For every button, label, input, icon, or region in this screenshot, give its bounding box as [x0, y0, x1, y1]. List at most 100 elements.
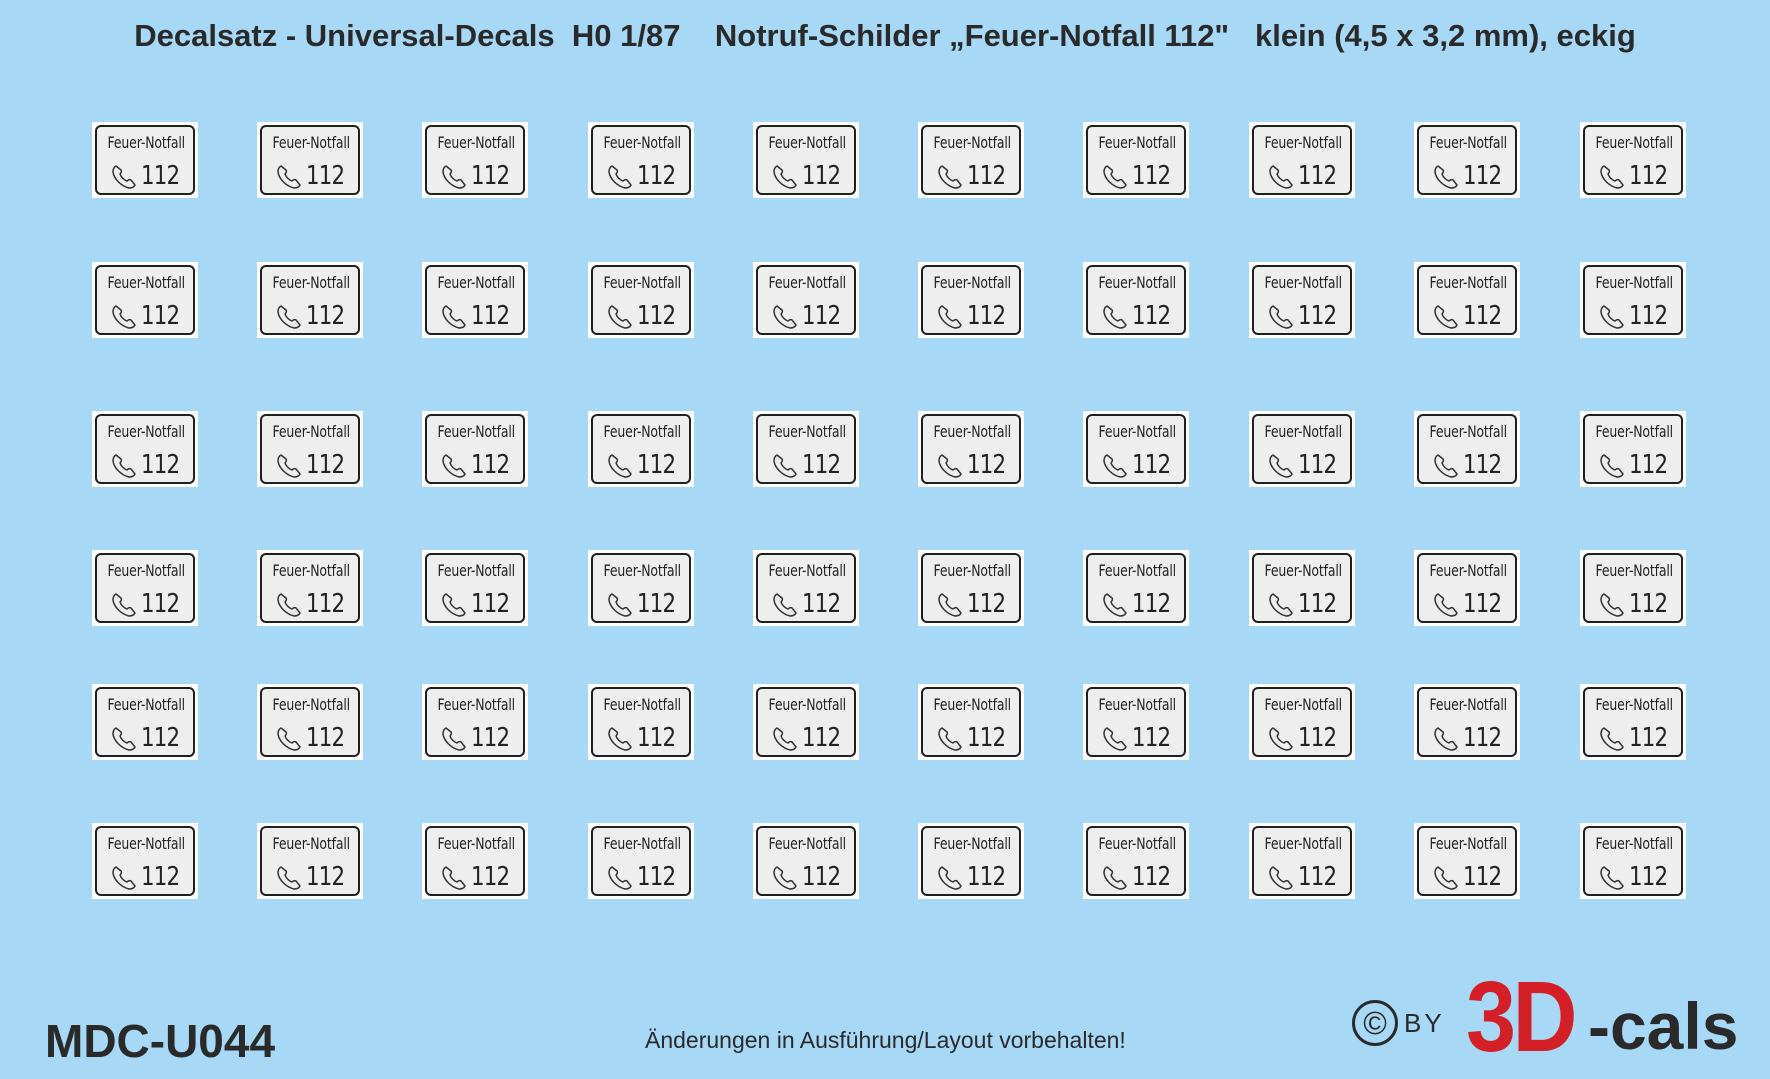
decal-border: Feuer-Notfall 112	[1583, 125, 1683, 195]
decal-number: 112	[802, 862, 841, 892]
decal-border: Feuer-Notfall 112	[756, 414, 856, 484]
decal-border: Feuer-Notfall 112	[1252, 687, 1352, 757]
decal-label: Feuer-Notfall	[107, 422, 186, 441]
decal-border: Feuer-Notfall 112	[591, 826, 691, 896]
decal-border: Feuer-Notfall 112	[1417, 414, 1517, 484]
decal-sign: Feuer-Notfall 112	[422, 411, 528, 487]
decal-sign: Feuer-Notfall 112	[92, 550, 198, 626]
decal-number: 112	[141, 301, 180, 331]
decal-label: Feuer-Notfall	[1595, 561, 1674, 580]
decal-sign: Feuer-Notfall 112	[1083, 550, 1189, 626]
decal-number: 112	[637, 161, 676, 191]
decal-border: Feuer-Notfall 112	[591, 553, 691, 623]
decal-label: Feuer-Notfall	[1098, 273, 1177, 292]
decal-border: Feuer-Notfall 112	[1417, 826, 1517, 896]
phone-handset-icon	[772, 726, 798, 752]
decal-number: 112	[637, 450, 676, 480]
decal-border: Feuer-Notfall 112	[1086, 687, 1186, 757]
decal-sign: Feuer-Notfall 112	[1414, 122, 1520, 198]
decal-border: Feuer-Notfall 112	[95, 687, 195, 757]
decal-number: 112	[967, 450, 1006, 480]
decal-sign: Feuer-Notfall 112	[1414, 550, 1520, 626]
decal-border: Feuer-Notfall 112	[95, 125, 195, 195]
copyright-icon: ©	[1352, 1000, 1398, 1046]
phone-handset-icon	[1599, 453, 1625, 479]
phone-handset-icon	[1599, 592, 1625, 618]
decal-sign: Feuer-Notfall 112	[1083, 823, 1189, 899]
decal-label: Feuer-Notfall	[603, 422, 682, 441]
phone-handset-icon	[772, 865, 798, 891]
decal-number: 112	[1463, 301, 1502, 331]
decal-border: Feuer-Notfall 112	[1252, 265, 1352, 335]
decal-label: Feuer-Notfall	[272, 273, 351, 292]
decal-label: Feuer-Notfall	[437, 834, 516, 853]
decal-sign: Feuer-Notfall 112	[753, 411, 859, 487]
decal-sign: Feuer-Notfall 112	[1580, 823, 1686, 899]
decal-sign: Feuer-Notfall 112	[92, 411, 198, 487]
decal-sign: Feuer-Notfall 112	[1083, 122, 1189, 198]
decal-number: 112	[802, 301, 841, 331]
decal-number: 112	[141, 161, 180, 191]
decal-border: Feuer-Notfall 112	[260, 265, 360, 335]
phone-handset-icon	[276, 592, 302, 618]
decal-number: 112	[471, 589, 510, 619]
decal-number: 112	[637, 723, 676, 753]
phone-handset-icon	[1268, 592, 1294, 618]
decal-number: 112	[471, 450, 510, 480]
decal-number: 112	[1132, 301, 1171, 331]
decal-label: Feuer-Notfall	[603, 273, 682, 292]
phone-handset-icon	[441, 304, 467, 330]
decal-border: Feuer-Notfall 112	[260, 125, 360, 195]
decal-label: Feuer-Notfall	[933, 561, 1012, 580]
decal-number: 112	[802, 723, 841, 753]
decal-border: Feuer-Notfall 112	[591, 265, 691, 335]
phone-handset-icon	[1433, 592, 1459, 618]
decal-label: Feuer-Notfall	[1595, 133, 1674, 152]
phone-handset-icon	[1268, 453, 1294, 479]
phone-handset-icon	[111, 304, 137, 330]
decal-border: Feuer-Notfall 112	[921, 414, 1021, 484]
decal-number: 112	[1463, 723, 1502, 753]
decal-border: Feuer-Notfall 112	[1417, 553, 1517, 623]
decal-sign: Feuer-Notfall 112	[1580, 550, 1686, 626]
decal-label: Feuer-Notfall	[107, 133, 186, 152]
decal-number: 112	[1132, 450, 1171, 480]
decal-number: 112	[802, 450, 841, 480]
decal-label: Feuer-Notfall	[768, 834, 847, 853]
decal-label: Feuer-Notfall	[272, 695, 351, 714]
decal-sign: Feuer-Notfall 112	[588, 411, 694, 487]
phone-handset-icon	[1433, 164, 1459, 190]
decal-border: Feuer-Notfall 112	[921, 553, 1021, 623]
decal-label: Feuer-Notfall	[272, 561, 351, 580]
decal-sign: Feuer-Notfall 112	[588, 823, 694, 899]
decal-number: 112	[967, 723, 1006, 753]
decal-label: Feuer-Notfall	[933, 695, 1012, 714]
decal-sign: Feuer-Notfall 112	[918, 262, 1024, 338]
decal-border: Feuer-Notfall 112	[1583, 687, 1683, 757]
phone-handset-icon	[1268, 164, 1294, 190]
phone-handset-icon	[1433, 726, 1459, 752]
decal-label: Feuer-Notfall	[437, 695, 516, 714]
decal-number: 112	[637, 589, 676, 619]
decal-label: Feuer-Notfall	[1264, 273, 1343, 292]
phone-handset-icon	[772, 164, 798, 190]
phone-handset-icon	[111, 164, 137, 190]
decal-border: Feuer-Notfall 112	[756, 265, 856, 335]
decal-sign: Feuer-Notfall 112	[1580, 262, 1686, 338]
decal-number: 112	[1298, 301, 1337, 331]
decal-sign: Feuer-Notfall 112	[422, 122, 528, 198]
decal-sign: Feuer-Notfall 112	[1414, 684, 1520, 760]
decal-border: Feuer-Notfall 112	[425, 265, 525, 335]
decal-border: Feuer-Notfall 112	[1252, 553, 1352, 623]
decal-number: 112	[1132, 161, 1171, 191]
decal-number: 112	[141, 450, 180, 480]
decal-number: 112	[306, 723, 345, 753]
decal-sign: Feuer-Notfall 112	[1580, 411, 1686, 487]
decal-sign: Feuer-Notfall 112	[422, 684, 528, 760]
phone-handset-icon	[441, 453, 467, 479]
decal-border: Feuer-Notfall 112	[921, 125, 1021, 195]
decal-sign: Feuer-Notfall 112	[753, 823, 859, 899]
decal-number: 112	[471, 862, 510, 892]
decal-number: 112	[306, 450, 345, 480]
